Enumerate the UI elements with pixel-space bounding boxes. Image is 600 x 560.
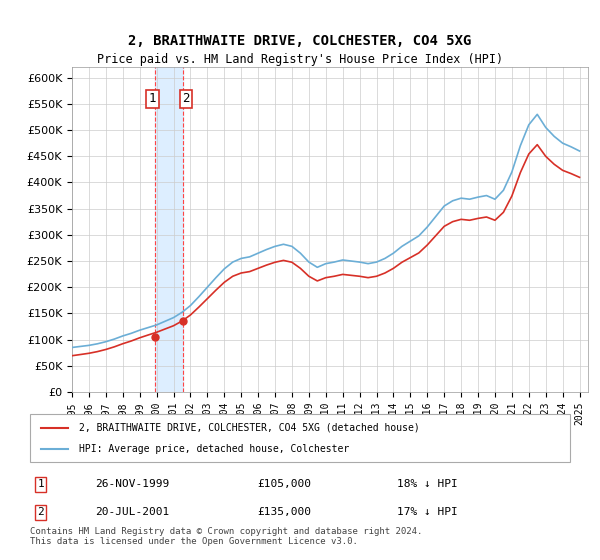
Text: Contains HM Land Registry data © Crown copyright and database right 2024.
This d: Contains HM Land Registry data © Crown c… [30,526,422,546]
Text: 26-NOV-1999: 26-NOV-1999 [95,479,169,489]
Text: 17% ↓ HPI: 17% ↓ HPI [397,507,458,517]
Text: £105,000: £105,000 [257,479,311,489]
Text: £135,000: £135,000 [257,507,311,517]
Text: Price paid vs. HM Land Registry's House Price Index (HPI): Price paid vs. HM Land Registry's House … [97,53,503,66]
Text: 2: 2 [37,507,44,517]
Text: 2, BRAITHWAITE DRIVE, COLCHESTER, CO4 5XG: 2, BRAITHWAITE DRIVE, COLCHESTER, CO4 5X… [128,34,472,48]
Text: 1: 1 [149,92,157,105]
Text: HPI: Average price, detached house, Colchester: HPI: Average price, detached house, Colc… [79,444,349,454]
Text: 18% ↓ HPI: 18% ↓ HPI [397,479,458,489]
FancyBboxPatch shape [30,414,570,462]
Text: 2: 2 [182,92,190,105]
Text: 2, BRAITHWAITE DRIVE, COLCHESTER, CO4 5XG (detached house): 2, BRAITHWAITE DRIVE, COLCHESTER, CO4 5X… [79,423,419,433]
Text: 20-JUL-2001: 20-JUL-2001 [95,507,169,517]
Text: 1: 1 [37,479,44,489]
Bar [155,67,184,392]
